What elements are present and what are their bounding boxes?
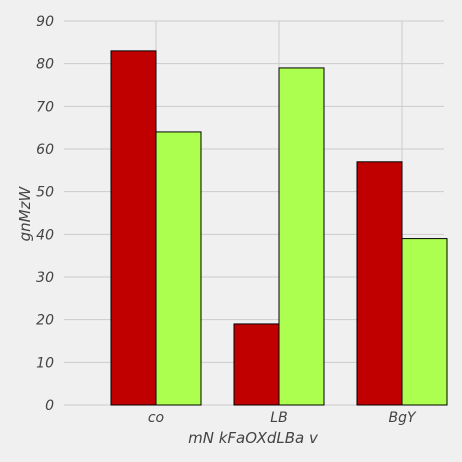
- y-tick-label: 80: [36, 57, 54, 73]
- y-tick-label: 90: [36, 14, 54, 30]
- bar-co-series-1: [110, 50, 157, 406]
- bars: [110, 50, 448, 406]
- y-axis-label: gnMzW: [16, 186, 34, 242]
- y-tick-label: 50: [36, 185, 54, 201]
- bar-BgY-series-2: [401, 238, 448, 406]
- x-tick-label: co: [148, 410, 164, 426]
- x-axis-ticks: co LB BgY: [148, 410, 417, 426]
- bar-co-series-2: [155, 131, 202, 406]
- y-tick-label: 30: [36, 270, 54, 286]
- y-tick-label: 0: [45, 398, 54, 414]
- bar-LB-series-1: [233, 323, 280, 406]
- y-tick-label: 40: [36, 227, 54, 243]
- bar-BgY-series-1: [356, 161, 403, 406]
- y-tick-label: 10: [36, 355, 54, 371]
- y-tick-label: 70: [36, 99, 54, 115]
- y-tick-label: 60: [36, 142, 54, 158]
- y-axis-ticks: 0 10 20 30 40 50 60 70 80 90: [36, 14, 54, 414]
- bar-LB-series-2: [278, 67, 325, 406]
- x-axis-label: mN kFaOXdLBa v: [188, 429, 319, 447]
- x-tick-label: BgY: [388, 410, 416, 426]
- y-tick-label: 20: [36, 313, 54, 329]
- x-tick-label: LB: [270, 410, 287, 426]
